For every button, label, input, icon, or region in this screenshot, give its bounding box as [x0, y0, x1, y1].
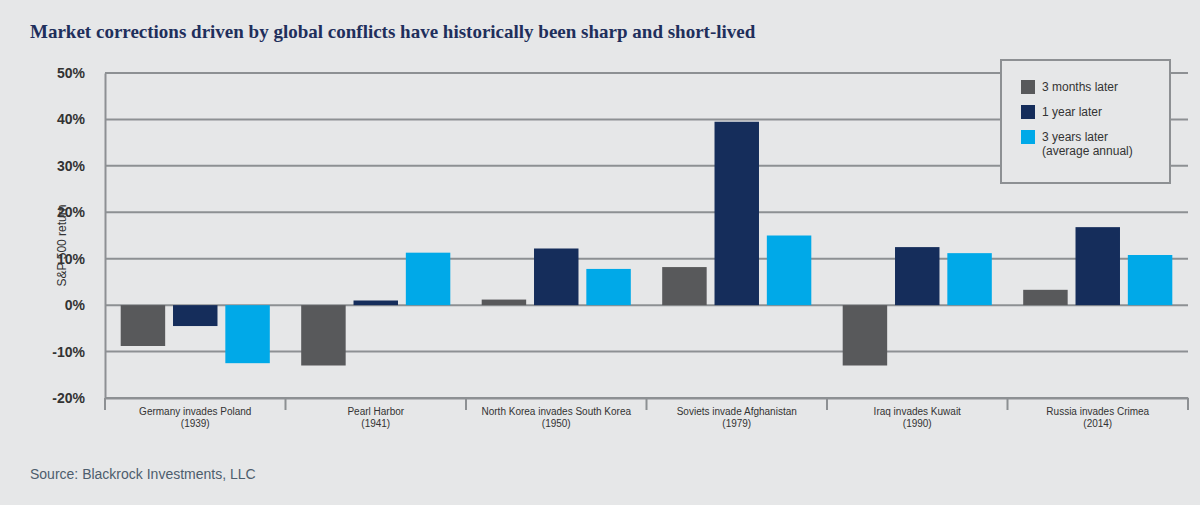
y-tick: 40%: [57, 111, 105, 127]
bar: [482, 300, 526, 306]
legend-item: 1 year later: [1021, 105, 1102, 119]
x-tick: North Korea invades South Korea(1950): [481, 398, 631, 429]
x-tick: Germany invades Poland(1939): [139, 398, 251, 429]
title: Market corrections driven by global conf…: [30, 21, 756, 42]
bar: [121, 305, 165, 346]
x-tick: Russia invades Crimea(2014): [1046, 398, 1149, 429]
x-tick-label-line: (2014): [1083, 418, 1112, 429]
category-separator: [1187, 398, 1189, 410]
x-tick-label: Soviets invade Afghanistan(1979): [677, 406, 797, 429]
y-tick: 0%: [65, 297, 105, 313]
y-tick-label: 0%: [65, 297, 86, 313]
x-tick: Pearl Harbor(1941): [347, 398, 404, 429]
x-tick-label-line: North Korea invades South Korea: [481, 406, 631, 417]
y-tick: 30%: [57, 158, 105, 174]
x-tick-label-line: Soviets invade Afghanistan: [677, 406, 797, 417]
y-tick-label: -10%: [52, 344, 85, 360]
x-tick-label: Russia invades Crimea(2014): [1046, 406, 1149, 429]
legend-swatch: [1021, 105, 1035, 119]
bar: [173, 305, 217, 326]
bar: [534, 249, 578, 306]
x-axis: Germany invades Poland(1939) Pearl Harbor…: [106, 398, 1189, 429]
bar: [354, 301, 398, 306]
bar: [767, 236, 811, 306]
bar: [947, 253, 991, 305]
y-tick: 50%: [57, 65, 105, 81]
legend-item: 3 months later: [1021, 80, 1118, 94]
x-tick-label-line: Russia invades Crimea: [1046, 406, 1149, 417]
category-separator: [646, 398, 648, 410]
legend-item: 3 years later(average annual): [1021, 130, 1133, 158]
source: Source: Blackrock Investments, LLC: [30, 466, 256, 482]
y-axis: -20%-10%0%10%20%30%40%50%: [52, 65, 105, 406]
bar: [715, 122, 759, 305]
x-tick-label-line: (1939): [181, 418, 210, 429]
series: [173, 122, 1120, 326]
category-separator: [826, 398, 828, 410]
bar: [662, 267, 706, 305]
y-tick: -10%: [52, 344, 105, 360]
category-separators: [105, 398, 1188, 410]
x-tick-label: North Korea invades South Korea(1950): [481, 406, 631, 429]
bar: [586, 269, 630, 305]
y-tick-label: 40%: [57, 111, 86, 127]
x-tick-label-line: Iraq invades Kuwait: [874, 406, 961, 417]
x-tick-label-line: (1950): [542, 418, 571, 429]
x-tick: Iraq invades Kuwait(1990): [874, 398, 961, 429]
y-axis-line: [105, 74, 107, 399]
legend-label: 3 years later(average annual): [1042, 130, 1133, 158]
legend-label-line: 3 years later: [1042, 130, 1108, 144]
y-axis-title: S&P 500 return: [55, 205, 69, 287]
legend-swatch: [1021, 130, 1035, 144]
bar: [1128, 255, 1172, 305]
legend: 3 months later 1 year later 3 years later(…: [1001, 60, 1170, 183]
legend-swatch: [1021, 80, 1035, 94]
bar: [1023, 290, 1067, 305]
x-tick-label: Pearl Harbor(1941): [347, 406, 404, 429]
grid-line: [105, 258, 1188, 260]
x-tick-label: Germany invades Poland(1939): [139, 406, 251, 429]
x-tick-label-line: Germany invades Poland: [139, 406, 251, 417]
legend-label: 3 months later: [1042, 80, 1118, 94]
x-tick-label: Iraq invades Kuwait(1990): [874, 406, 961, 429]
y-tick-label: 30%: [57, 158, 86, 174]
bar: [301, 305, 345, 365]
bar: [406, 253, 450, 305]
x-tick-label-line: (1941): [361, 418, 390, 429]
y-tick-label: -20%: [52, 390, 85, 406]
bar: [225, 305, 269, 363]
legend-label-line: 1 year later: [1042, 105, 1102, 119]
bar: [895, 247, 939, 305]
background: [0, 0, 1200, 505]
y-tick-label: 50%: [57, 65, 86, 81]
x-tick-label-line: (1990): [903, 418, 932, 429]
category-separator: [465, 398, 467, 410]
legend-box: [1001, 60, 1170, 183]
grid-line: [105, 211, 1188, 213]
y-tick: -20%: [52, 390, 105, 406]
category-separator: [1007, 398, 1009, 410]
bar: [843, 305, 887, 365]
series: [225, 236, 1172, 364]
legend-label: 1 year later: [1042, 105, 1102, 119]
bar: [1076, 227, 1120, 305]
legend-label-line: 3 months later: [1042, 80, 1118, 94]
x-tick: Soviets invade Afghanistan(1979): [677, 398, 797, 429]
x-tick-label-line: (1979): [722, 418, 751, 429]
legend-label-line: (average annual): [1042, 144, 1133, 158]
x-tick-label-line: Pearl Harbor: [347, 406, 404, 417]
category-separator: [285, 398, 287, 410]
chart: Market corrections driven by global conf…: [0, 0, 1200, 505]
category-separator: [104, 398, 106, 410]
